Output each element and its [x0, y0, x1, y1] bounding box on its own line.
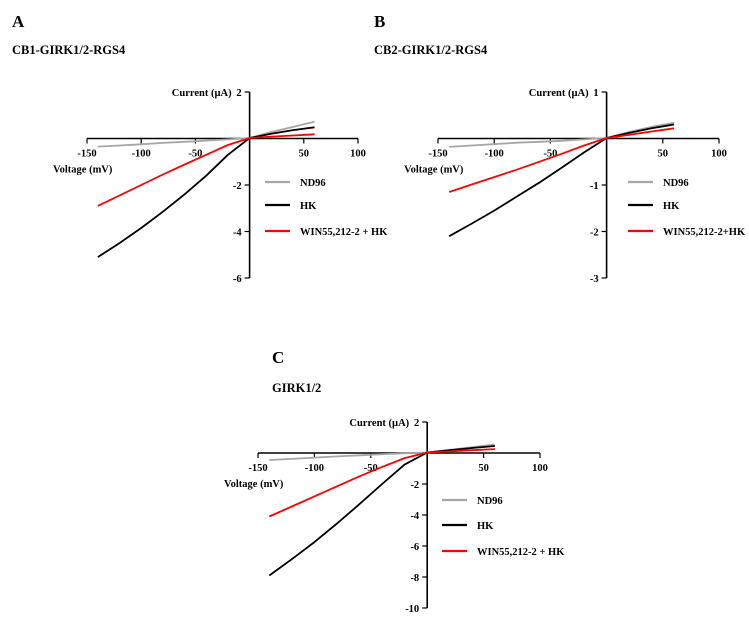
chart-0-legend-label-0: ND96: [300, 178, 326, 189]
chart-0-x-tick-label: 100: [350, 149, 366, 160]
chart-1-y-tick-label: -3: [590, 274, 599, 285]
chart-1-x-axis-label: Voltage (mV): [404, 165, 464, 176]
chart-0-series-1-line: [97, 126, 315, 258]
panel-b-title: CB2-GIRK1/2-RGS4: [374, 43, 488, 57]
chart-0-legend-label-1: HK: [300, 201, 317, 212]
chart-1-y-tick-label: -2: [590, 228, 599, 239]
chart-2-y-tick-label: -10: [405, 604, 419, 615]
chart-0-y-tick-label: 2: [236, 88, 241, 99]
panel-c-title: GIRK1/2: [272, 381, 322, 395]
panel-a-title: CB1-GIRK1/2-RGS4: [12, 43, 126, 57]
chart-1-series-1-line: [448, 123, 675, 237]
chart-2-y-tick-label: -4: [410, 511, 419, 522]
chart-2-x-axis-label: Voltage (mV): [224, 479, 284, 490]
chart-2-y-tick-label: 2: [414, 418, 419, 429]
chart-1-x-tick-label: 50: [658, 149, 669, 160]
chart-1-x-tick-label: 100: [711, 149, 727, 160]
chart-1-x-tick-label: -150: [428, 149, 447, 160]
chart-0-legend-label-2: WIN55,212-2 + HK: [300, 227, 388, 238]
chart-0-series-0-line: [97, 120, 315, 148]
chart-1-y-tick-label: 1: [593, 88, 598, 99]
chart-1-x-tick-label: -100: [485, 149, 504, 160]
chart-0-y-tick-label: -4: [233, 228, 242, 239]
chart-2-series-1-line: [268, 445, 495, 577]
chart-0-y-tick-label: -6: [233, 274, 242, 285]
chart-2-x-tick-label: -100: [305, 463, 324, 474]
chart-2-x-tick-label: 50: [478, 463, 489, 474]
chart-1-legend-label-0: ND96: [663, 178, 689, 189]
chart-0-x-axis-label: Voltage (mV): [53, 165, 113, 176]
chart-0-series-2-line: [97, 133, 315, 207]
chart-1-legend-label-2: WIN55,212-2+HK: [663, 227, 746, 238]
chart-2-legend-label-0: ND96: [477, 496, 503, 507]
chart-2-series-2-line: [268, 448, 495, 518]
panel-c-label: C: [272, 348, 285, 367]
chart-2-x-tick-label: -150: [248, 463, 267, 474]
chart-2-legend-label-1: HK: [477, 521, 494, 532]
chart-1-y-axis-label: Current (µA): [529, 88, 589, 99]
chart-1-legend-label-1: HK: [663, 201, 680, 212]
chart-0-x-tick-label: -150: [77, 149, 96, 160]
chart-0-x-tick-label: -50: [188, 149, 202, 160]
chart-0-x-tick-label: 50: [299, 149, 310, 160]
chart-1-series-0-line: [449, 121, 675, 148]
chart-2-x-tick-label: -50: [364, 463, 378, 474]
chart-2-legend-label-2: WIN55,212-2 + HK: [477, 547, 565, 558]
chart-2-x-tick-label: 100: [532, 463, 548, 474]
panel-b-label: B: [374, 12, 386, 31]
chart-1-series-2-line: [448, 127, 675, 193]
panel-a-label: A: [12, 12, 25, 31]
chart-2-y-tick-label: -6: [410, 542, 419, 553]
chart-0-y-tick-label: -2: [233, 181, 242, 192]
chart-0-x-tick-label: -100: [132, 149, 151, 160]
chart-2-y-tick-label: -8: [410, 573, 419, 584]
chart-0-y-axis-label: Current (µA): [172, 88, 232, 99]
chart-1-y-tick-label: -1: [590, 181, 599, 192]
chart-2-y-tick-label: -2: [410, 480, 419, 491]
chart-2-y-axis-label: Current (µA): [349, 418, 409, 429]
chart-1-x-tick-label: -50: [543, 149, 557, 160]
